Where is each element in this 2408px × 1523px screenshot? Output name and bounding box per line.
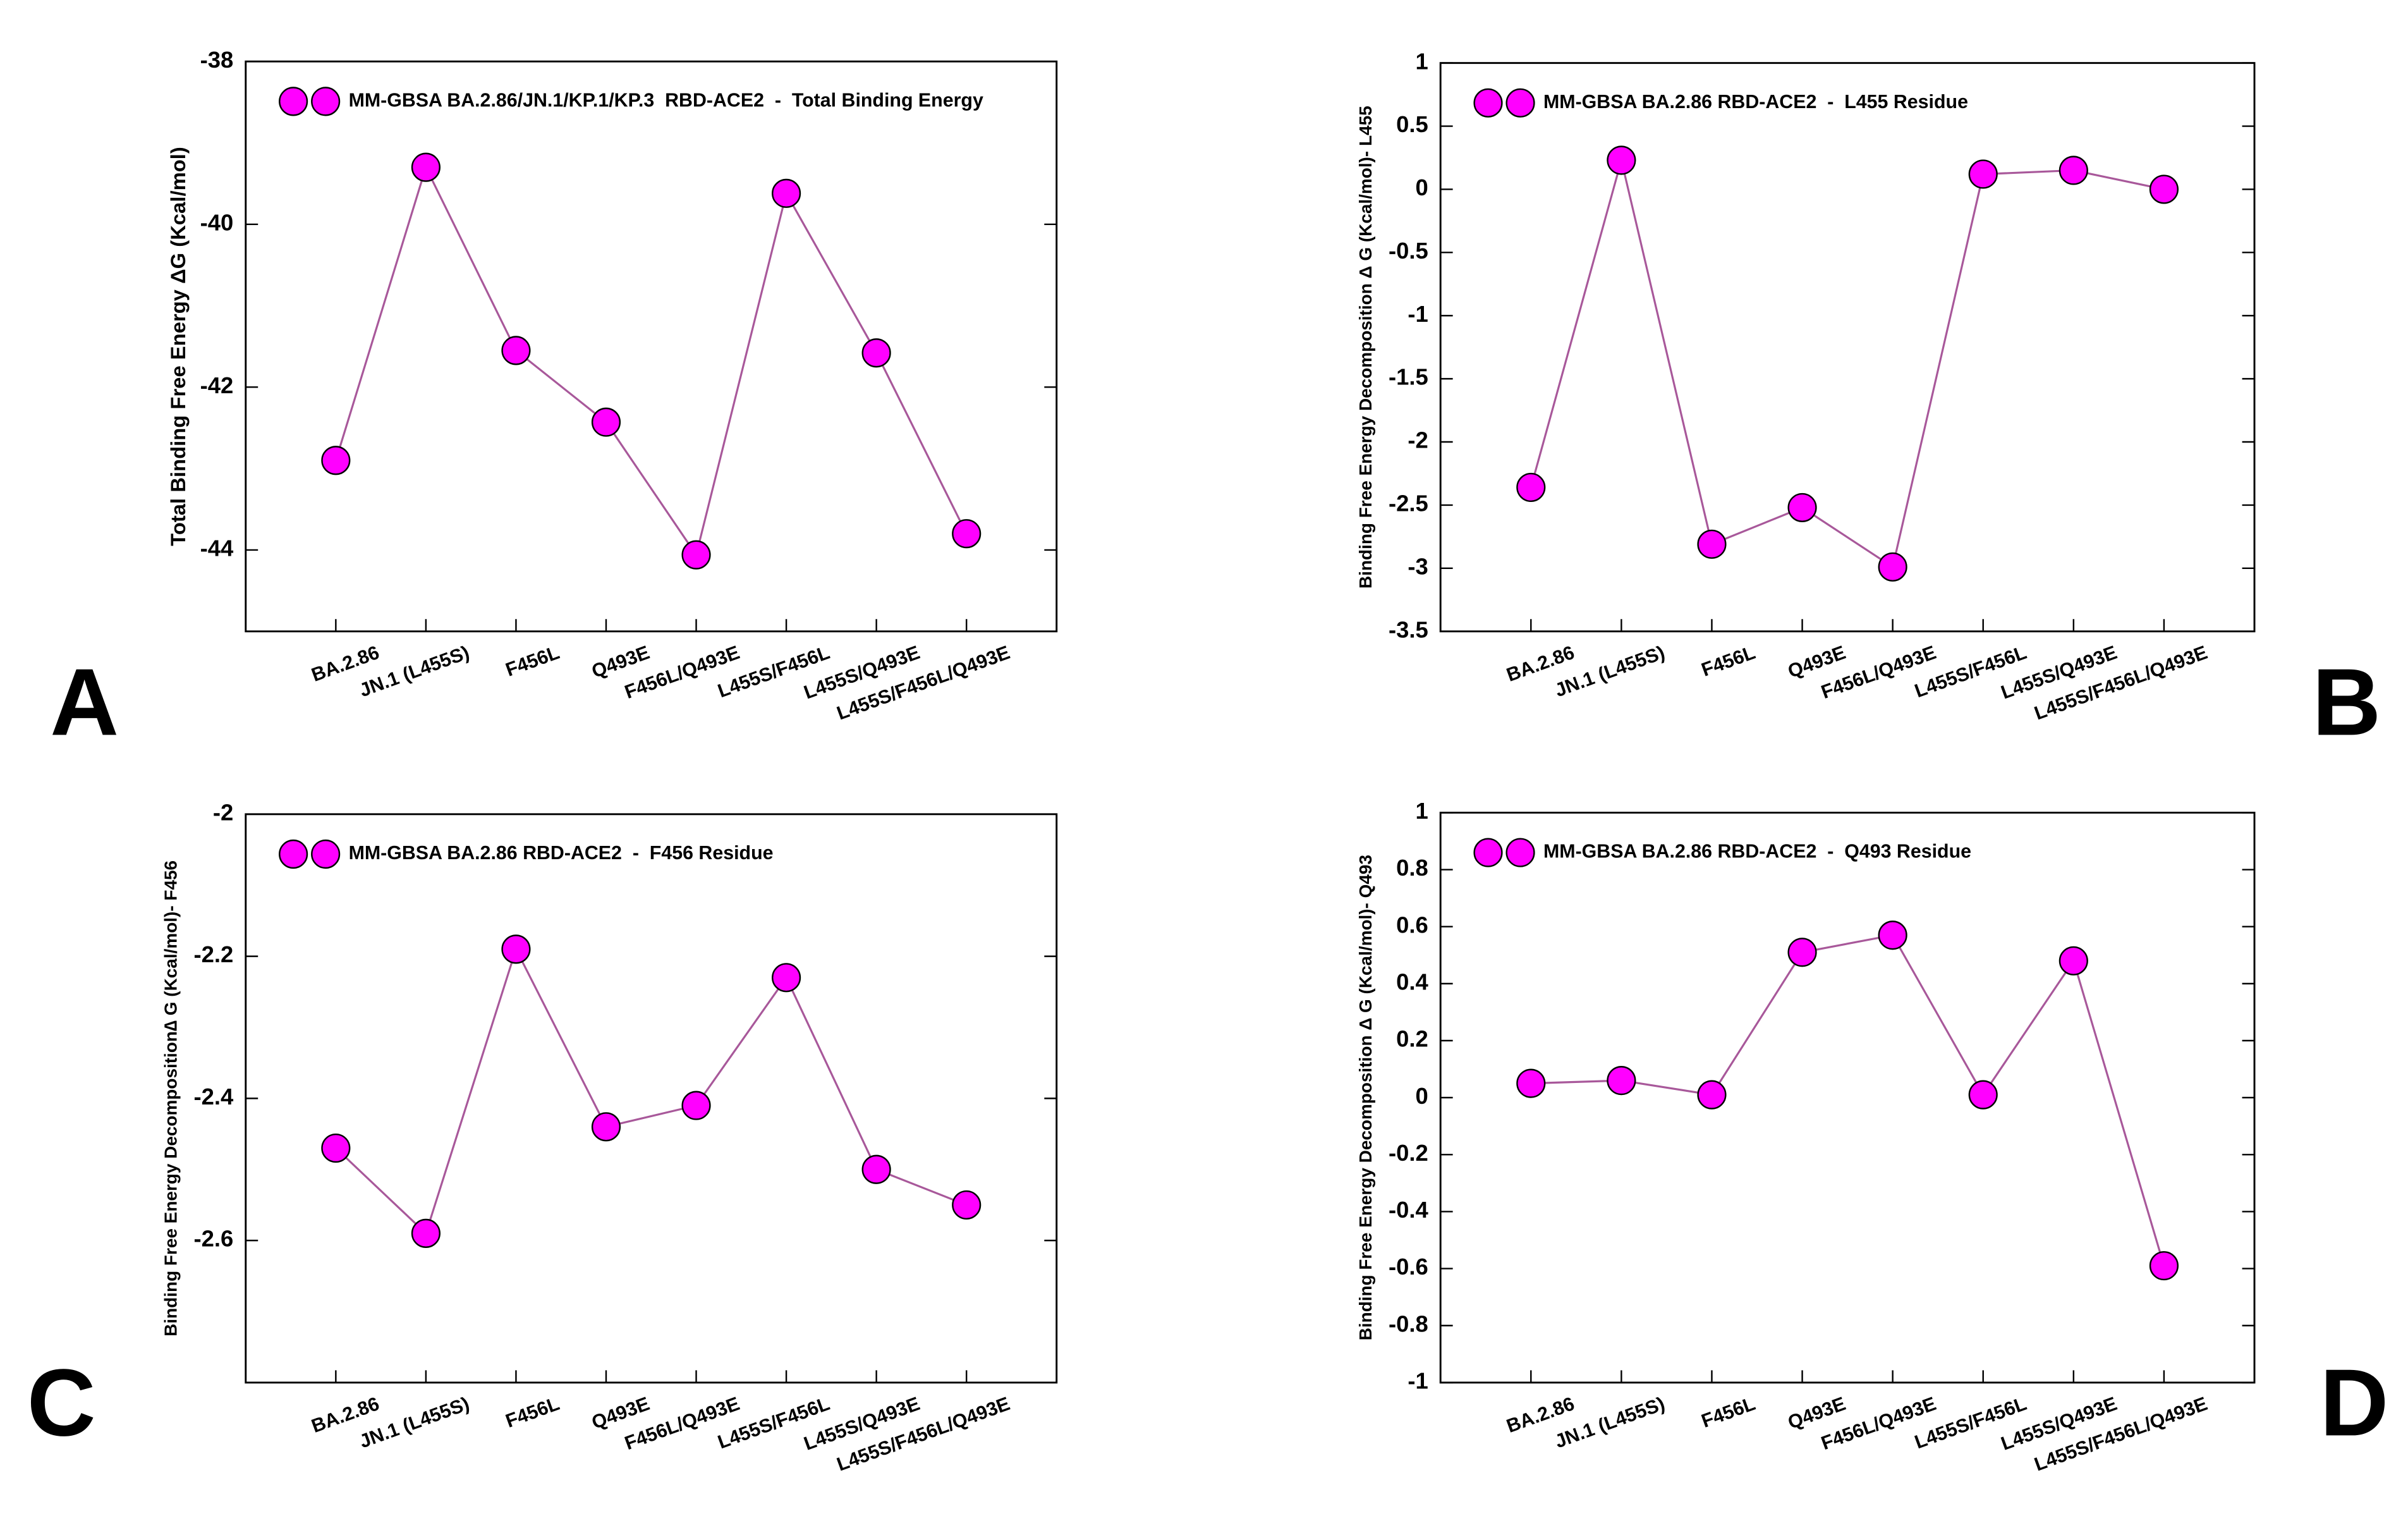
y-tick-label: -1 [1408,1368,1428,1394]
series-line [334,164,968,558]
data-point [1697,1080,1727,1110]
legend-marker [1473,838,1503,867]
y-tick-label: -3 [1408,553,1428,579]
legend-marker [1473,88,1503,118]
data-point [2058,946,2088,976]
series-line [1529,160,2165,569]
y-tick-label: -1.5 [1389,364,1428,390]
legend-label: MM-GBSA BA.2.86/JN.1/KP.1/KP.3 RBD-ACE2 … [349,90,983,111]
legend-marker [1505,88,1535,118]
panel-letter: A [50,649,119,755]
y-tick-label: -2.2 [194,941,234,967]
y-tick-label: -3.5 [1389,616,1428,642]
data-point [1878,921,1907,950]
plot-frame [1439,62,2256,633]
data-point [501,336,531,365]
y-tick-label: 1 [1415,48,1428,74]
data-point [1697,529,1727,559]
data-point [1787,938,1817,967]
y-axis-label: Binding Free Energy Decomposition Δ G (K… [1356,106,1375,589]
data-point [771,178,801,208]
plot-frame [245,60,1058,633]
legend-label: MM-GBSA BA.2.86 RBD-ACE2 - Q493 Residue [1543,841,1971,862]
legend-label: MM-GBSA BA.2.86 RBD-ACE2 - L455 Residue [1543,92,1968,113]
data-point [681,1091,711,1120]
y-tick-label: 0.4 [1396,969,1428,994]
data-point [1878,552,1907,582]
y-tick-label: -0.5 [1389,238,1428,264]
data-point [2149,1251,2179,1281]
data-point [411,152,441,182]
data-point [952,519,982,549]
data-point [861,1154,891,1184]
y-tick-label: -42 [200,372,234,398]
data-point [2058,156,2088,185]
y-tick-label: 0 [1415,174,1428,200]
y-tick-label: -0.2 [1389,1140,1428,1166]
data-point [1516,1068,1546,1098]
data-point [591,407,621,437]
data-point [681,540,711,570]
legend-marker [279,839,308,869]
y-tick-label: 0 [1415,1083,1428,1109]
x-tick-label: F456L [503,1393,562,1432]
x-tick-label: F456L [503,642,562,681]
y-axis-label: Total Binding Free Energy ΔG (Kcal/mol) [166,147,190,546]
y-tick-label: -2.4 [194,1084,234,1110]
y-axis-label: Binding Free Energy Decomposition Δ G (K… [1356,855,1375,1340]
legend-label: MM-GBSA BA.2.86 RBD-ACE2 - F456 Residue [349,843,774,864]
y-axis-label: Binding Free Energy Decomposition∆ G (Kc… [161,860,181,1336]
x-tick-label: F456L [1699,642,1758,681]
data-point [1607,145,1636,175]
y-tick-label: -2.5 [1389,491,1428,517]
x-tick-label: F456L [1699,1393,1758,1432]
y-tick-label: -1 [1408,301,1428,327]
legend-marker [311,87,341,116]
data-point [321,446,351,475]
y-tick-label: -44 [200,535,234,561]
data-point [1607,1066,1636,1096]
data-point [1968,1080,1998,1110]
y-tick-label: -40 [200,209,234,235]
panel-letter: C [27,1349,96,1455]
plot-frame [245,813,1058,1384]
y-tick-label: -38 [200,47,234,73]
panel: 10.80.60.40.20-0.2-0.4-0.6-0.8-1BA.2.86J… [1356,798,2388,1476]
panel-letter: D [2320,1349,2389,1455]
legend-marker [1505,838,1535,867]
data-point [952,1190,982,1220]
data-point [1787,492,1817,522]
y-tick-label: 1 [1415,798,1428,824]
plot-frame [1439,811,2256,1384]
y-tick-label: -2 [1408,427,1428,453]
series-line [335,946,967,1235]
legend-marker [279,87,308,116]
data-point [1968,159,1998,189]
data-point [1516,472,1546,503]
legend-marker [311,839,341,869]
y-tick-label: 0.2 [1396,1026,1428,1052]
y-tick-label: -2 [213,799,233,825]
series-line [1531,934,2165,1266]
data-point [861,338,891,368]
data-point [771,963,801,993]
y-tick-label: 0.6 [1396,912,1428,938]
data-point [501,934,531,964]
panel-letter: B [2312,649,2381,755]
y-tick-label: -0.8 [1389,1311,1428,1336]
y-tick-label: 0.8 [1396,855,1428,881]
y-tick-label: 0.5 [1396,111,1428,137]
data-point [2149,174,2179,204]
y-tick-label: -0.6 [1389,1254,1428,1280]
y-tick-label: -2.6 [194,1226,234,1252]
y-tick-label: -0.4 [1389,1197,1429,1223]
data-point [411,1218,441,1248]
data-point [591,1112,621,1142]
data-point [321,1133,351,1163]
